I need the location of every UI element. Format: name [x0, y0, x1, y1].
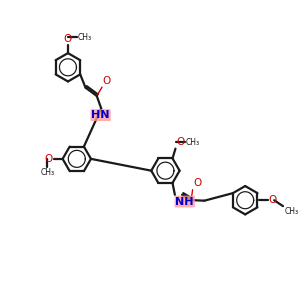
Text: O: O [44, 154, 52, 164]
Text: O: O [269, 195, 277, 205]
Text: O: O [103, 76, 111, 85]
Text: CH₃: CH₃ [186, 138, 200, 147]
Text: HN: HN [92, 110, 110, 120]
Text: O: O [64, 34, 72, 44]
Text: NH: NH [176, 196, 194, 206]
Text: O: O [193, 178, 201, 188]
Text: CH₃: CH₃ [40, 168, 54, 177]
Text: CH₃: CH₃ [78, 33, 92, 42]
Text: O: O [176, 137, 184, 148]
Text: CH₃: CH₃ [284, 207, 298, 216]
